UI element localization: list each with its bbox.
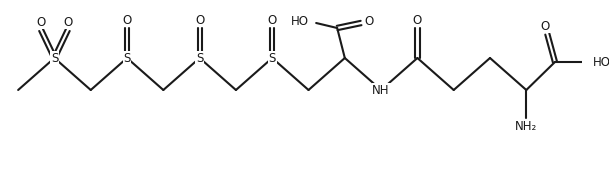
Text: O: O (37, 15, 46, 29)
Text: HO: HO (290, 14, 309, 28)
Text: O: O (267, 13, 277, 26)
Text: S: S (51, 51, 58, 64)
Text: O: O (122, 13, 132, 26)
Text: S: S (269, 51, 276, 64)
Text: S: S (124, 51, 131, 64)
Text: NH: NH (372, 83, 390, 96)
Text: O: O (541, 19, 550, 33)
Text: O: O (63, 15, 72, 29)
Text: HO: HO (593, 56, 609, 68)
Text: O: O (413, 13, 422, 26)
Text: O: O (195, 13, 204, 26)
Text: NH₂: NH₂ (515, 121, 537, 133)
Text: S: S (196, 51, 203, 64)
Text: O: O (364, 14, 373, 28)
